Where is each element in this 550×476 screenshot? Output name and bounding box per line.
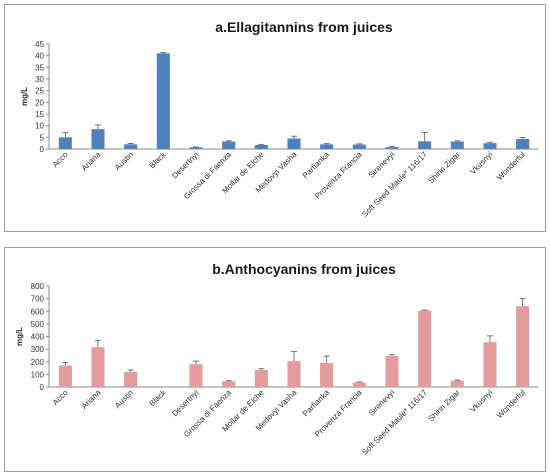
anthocyanins-x-tick-label: Shirin Zigar — [426, 388, 462, 424]
ellagitannins-bar-4 — [189, 147, 203, 149]
anthocyanins-y-tick-label: 300 — [31, 345, 45, 354]
ellagitannins-x-tick-label: Wonderful — [495, 150, 527, 182]
ellagitannins-x-tick-label: Desertnyi — [170, 150, 200, 180]
ellagitannins-x-tick-label: Soft Seed Maule* 116/17 — [360, 150, 429, 219]
anthocyanins-x-tick-label: Black — [148, 387, 169, 408]
anthocyanins-y-tick-label: 500 — [31, 320, 45, 329]
anthocyanins-chart-title: b.Anthocyanins from juices — [212, 261, 396, 277]
anthocyanins-bar-5 — [222, 381, 236, 387]
ellagitannins-bar-12 — [450, 141, 464, 149]
ellagitannins-bar-13 — [483, 143, 497, 149]
ellagitannins-bar-8 — [320, 144, 334, 149]
anthocyanins-x-tick-label: Vkusnyi — [468, 388, 494, 414]
anthocyanins-x-tick-label: Ariana — [80, 388, 103, 411]
ellagitannins-bar-2 — [124, 144, 138, 149]
anthocyanins-y-tick-label: 100 — [31, 370, 45, 379]
ellagitannins-y-axis-label: mg/L — [20, 87, 29, 106]
anthocyanins-y-tick-label: 200 — [31, 358, 45, 367]
ellagitannins-chart: a.Ellagitannins from juices 0 5 10 15 20 25 30 3… — [20, 19, 539, 219]
anthocyanins-bar-11 — [418, 310, 432, 387]
anthocyanins-chart: b.Anthocyanins from juices 0 100 200 300 400 5… — [15, 261, 539, 457]
ellagitannins-x-tick-label: Sirenevyi — [367, 150, 397, 180]
anthocyanins-x-tick-label: Parfianka — [301, 388, 332, 419]
ellagitannins-x-tick-label: Shirin Zigar — [426, 150, 462, 186]
ellagitannins-bar-1 — [91, 129, 105, 149]
anthocyanins-x-tick-label: Desertnyi — [170, 388, 200, 418]
ellagitannins-bar-9 — [352, 144, 366, 149]
ellagitannins-chart-panel: a.Ellagitannins from juices 0 5 10 15 20 25 30 3… — [4, 4, 546, 232]
ellagitannins-x-tick-label: Black — [148, 149, 169, 170]
ellagitannins-y-tick-label: 35 — [35, 63, 44, 72]
anthocyanins-y-tick-label: 700 — [31, 295, 45, 304]
ellagitannins-y-tick-label: 5 — [40, 133, 45, 142]
ellagitannins-x-tick-label: Acco — [51, 150, 70, 169]
anthocyanins-bar-9 — [352, 382, 366, 387]
anthocyanins-bar-13 — [483, 342, 497, 387]
ellagitannins-x-tick-label: Austin — [113, 150, 135, 172]
ellagitannins-bar-3 — [156, 53, 170, 150]
ellagitannins-bar-10 — [385, 147, 399, 149]
anthocyanins-bar-12 — [450, 380, 464, 387]
anthocyanins-bar-6 — [254, 369, 268, 387]
anthocyanins-x-tick-label: Sirenevyi — [367, 388, 397, 418]
ellagitannins-bar-7 — [287, 138, 301, 149]
anthocyanins-bar-8 — [320, 363, 334, 387]
anthocyanins-bar-4 — [189, 364, 203, 387]
anthocyanins-x-tick-label: Austin — [113, 388, 135, 410]
ellagitannins-y-tick-label: 0 — [40, 145, 45, 154]
ellagitannins-x-tick-label: Ariana — [80, 150, 103, 173]
anthocyanins-bar-0 — [58, 365, 72, 387]
ellagitannins-bar-11 — [418, 141, 432, 149]
anthocyanins-y-tick-label: 400 — [31, 333, 45, 342]
anthocyanins-y-tick-label: 800 — [31, 282, 45, 291]
ellagitannins-y-tick-label: 15 — [35, 110, 44, 119]
anthocyanins-bar-2 — [124, 371, 138, 387]
ellagitannins-bar-5 — [222, 141, 236, 149]
ellagitannins-y-tick-label: 20 — [35, 98, 44, 107]
anthocyanins-x-tick-label: Soft Seed Maule* 116/17 — [360, 388, 429, 457]
ellagitannins-bar-0 — [58, 137, 72, 149]
ellagitannins-x-tick-label: Vkusnyi — [468, 150, 494, 176]
anthocyanins-bar-10 — [385, 356, 399, 387]
ellagitannins-chart-title: a.Ellagitannins from juices — [215, 19, 393, 35]
ellagitannins-y-tick-label: 25 — [35, 87, 44, 96]
anthocyanins-x-tick-label: Wonderful — [495, 388, 527, 420]
anthocyanins-bar-1 — [91, 347, 105, 387]
anthocyanins-bar-7 — [287, 361, 301, 387]
anthocyanins-chart-panel: b.Anthocyanins from juices 0 100 200 300 400 5… — [4, 247, 546, 472]
ellagitannins-x-tick-label: Parfianka — [301, 150, 332, 181]
ellagitannins-y-tick-label: 10 — [35, 122, 44, 131]
anthocyanins-y-tick-label: 600 — [31, 307, 45, 316]
anthocyanins-bar-14 — [516, 306, 530, 387]
ellagitannins-y-tick-label: 40 — [35, 52, 44, 61]
anthocyanins-x-tick-label: Acco — [51, 388, 70, 407]
ellagitannins-y-tick-label: 30 — [35, 75, 44, 84]
ellagitannins-bar-6 — [254, 145, 268, 149]
ellagitannins-y-tick-label: 45 — [35, 40, 44, 49]
anthocyanins-y-axis-label: mg/L — [15, 327, 24, 346]
anthocyanins-y-tick-label: 0 — [40, 383, 45, 392]
ellagitannins-bar-14 — [516, 138, 530, 149]
